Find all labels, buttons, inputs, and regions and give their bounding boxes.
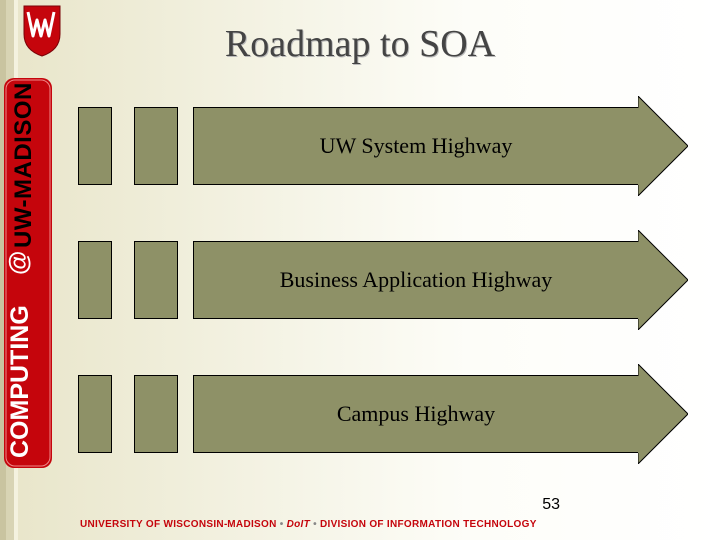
arrow-head-icon [638, 230, 688, 330]
footer-madison: MADISON [227, 519, 276, 530]
arrow-segment [78, 241, 112, 319]
svg-text:UW-MADISON: UW-MADISON [10, 82, 37, 248]
arrow-label: Business Application Highway [280, 267, 553, 293]
computing-badge: COMPUTING @ UW-MADISON [4, 78, 52, 468]
footer-univ: UNIVERSITY OF WISCONSIN [80, 519, 224, 530]
arrow-segment [78, 375, 112, 453]
arrow-body: UW System Highway [193, 107, 638, 185]
footer-division: DIVISION OF INFORMATION TECHNOLOGY [320, 519, 537, 530]
arrows-container: UW System Highway Business Application Hi… [78, 96, 688, 464]
arrow-head-icon [638, 96, 688, 196]
svg-text:@: @ [5, 251, 33, 275]
highway-arrow: UW System Highway [78, 96, 688, 196]
arrow-segment [78, 107, 112, 185]
highway-arrow: Business Application Highway [78, 230, 688, 330]
footer-sep2: • [310, 519, 320, 530]
arrow-segment [134, 107, 178, 185]
footer-sep1: • [277, 519, 287, 530]
arrow-body: Campus Highway [193, 375, 638, 453]
arrow-head-icon [638, 364, 688, 464]
highway-arrow: Campus Highway [78, 364, 688, 464]
arrow-body: Business Application Highway [193, 241, 638, 319]
arrow-label: Campus Highway [337, 401, 495, 427]
footer-text: UNIVERSITY OF WISCONSIN-MADISON • DoIT •… [80, 519, 537, 530]
slide-title: Roadmap to SOA [0, 22, 720, 66]
arrow-segment [134, 375, 178, 453]
arrow-label: UW System Highway [320, 133, 513, 159]
footer-doit: DoIT [287, 519, 310, 530]
arrow-segment [134, 241, 178, 319]
svg-text:COMPUTING: COMPUTING [6, 305, 34, 458]
slide-number: 53 [542, 496, 560, 514]
